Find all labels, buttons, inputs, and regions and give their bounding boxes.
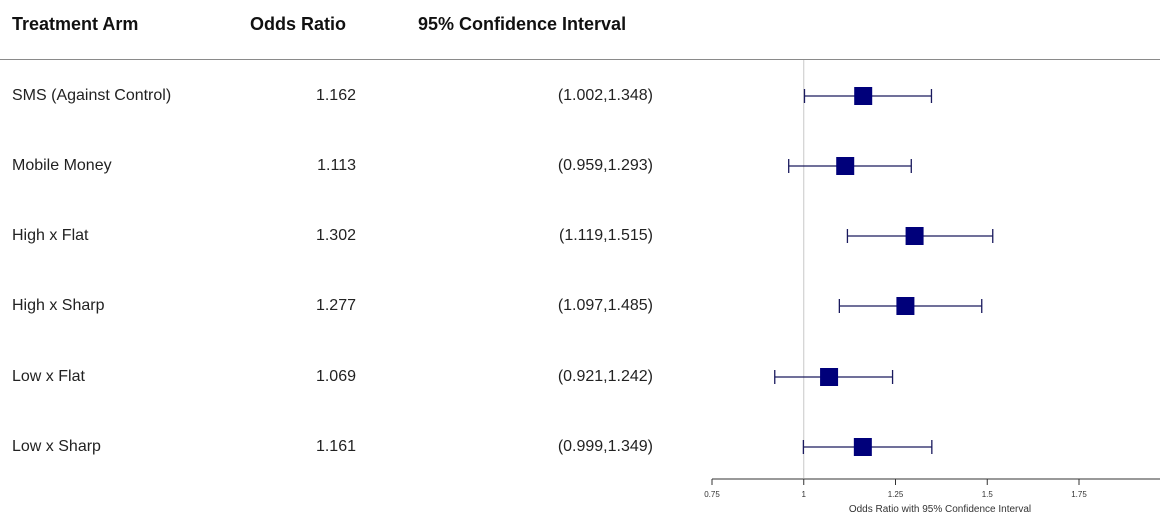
row-confidence-interval: (0.959,1.293) <box>557 157 653 174</box>
row-confidence-interval: (1.119,1.515) <box>559 227 653 244</box>
row-treatment-arm: High x Sharp <box>12 297 105 314</box>
row-confidence-interval: (1.002,1.348) <box>557 87 653 104</box>
header-confidence-interval: 95% Confidence Interval <box>418 14 627 34</box>
point-estimate-marker <box>905 227 924 245</box>
point-estimate-marker <box>836 157 855 175</box>
point-estimate-marker <box>853 438 872 456</box>
x-tick-label: 1.75 <box>1071 490 1087 499</box>
row-odds-ratio: 1.277 <box>315 297 356 314</box>
row-treatment-arm: Low x Sharp <box>12 438 101 455</box>
row-treatment-arm: High x Flat <box>12 227 89 244</box>
row-treatment-arm: Low x Flat <box>12 368 85 385</box>
x-axis-label: Odds Ratio with 95% Confidence Interval <box>849 504 1031 514</box>
x-tick-label: 1.25 <box>888 490 904 499</box>
row-treatment-arm: Mobile Money <box>12 157 112 174</box>
row-confidence-interval: (0.921,1.242) <box>557 368 653 385</box>
row-odds-ratio: 1.162 <box>315 87 356 104</box>
header-odds-ratio: Odds Ratio <box>250 14 347 34</box>
row-confidence-interval: (1.097,1.485) <box>557 297 653 314</box>
header-divider <box>0 59 1160 60</box>
point-estimate-marker <box>896 297 915 315</box>
x-tick-label: 1 <box>802 490 807 499</box>
x-tick-label: 1.5 <box>982 490 994 499</box>
row-odds-ratio: 1.161 <box>315 438 356 455</box>
point-estimate-marker <box>820 368 839 386</box>
x-tick-label: 0.75 <box>704 490 720 499</box>
row-confidence-interval: (0.999,1.349) <box>557 438 653 455</box>
row-odds-ratio: 1.302 <box>315 227 356 244</box>
header-treatment-arm: Treatment Arm <box>12 14 139 34</box>
row-odds-ratio: 1.113 <box>317 157 356 174</box>
point-estimate-marker <box>854 87 873 105</box>
row-odds-ratio: 1.069 <box>315 368 356 385</box>
row-treatment-arm: SMS (Against Control) <box>12 87 172 104</box>
